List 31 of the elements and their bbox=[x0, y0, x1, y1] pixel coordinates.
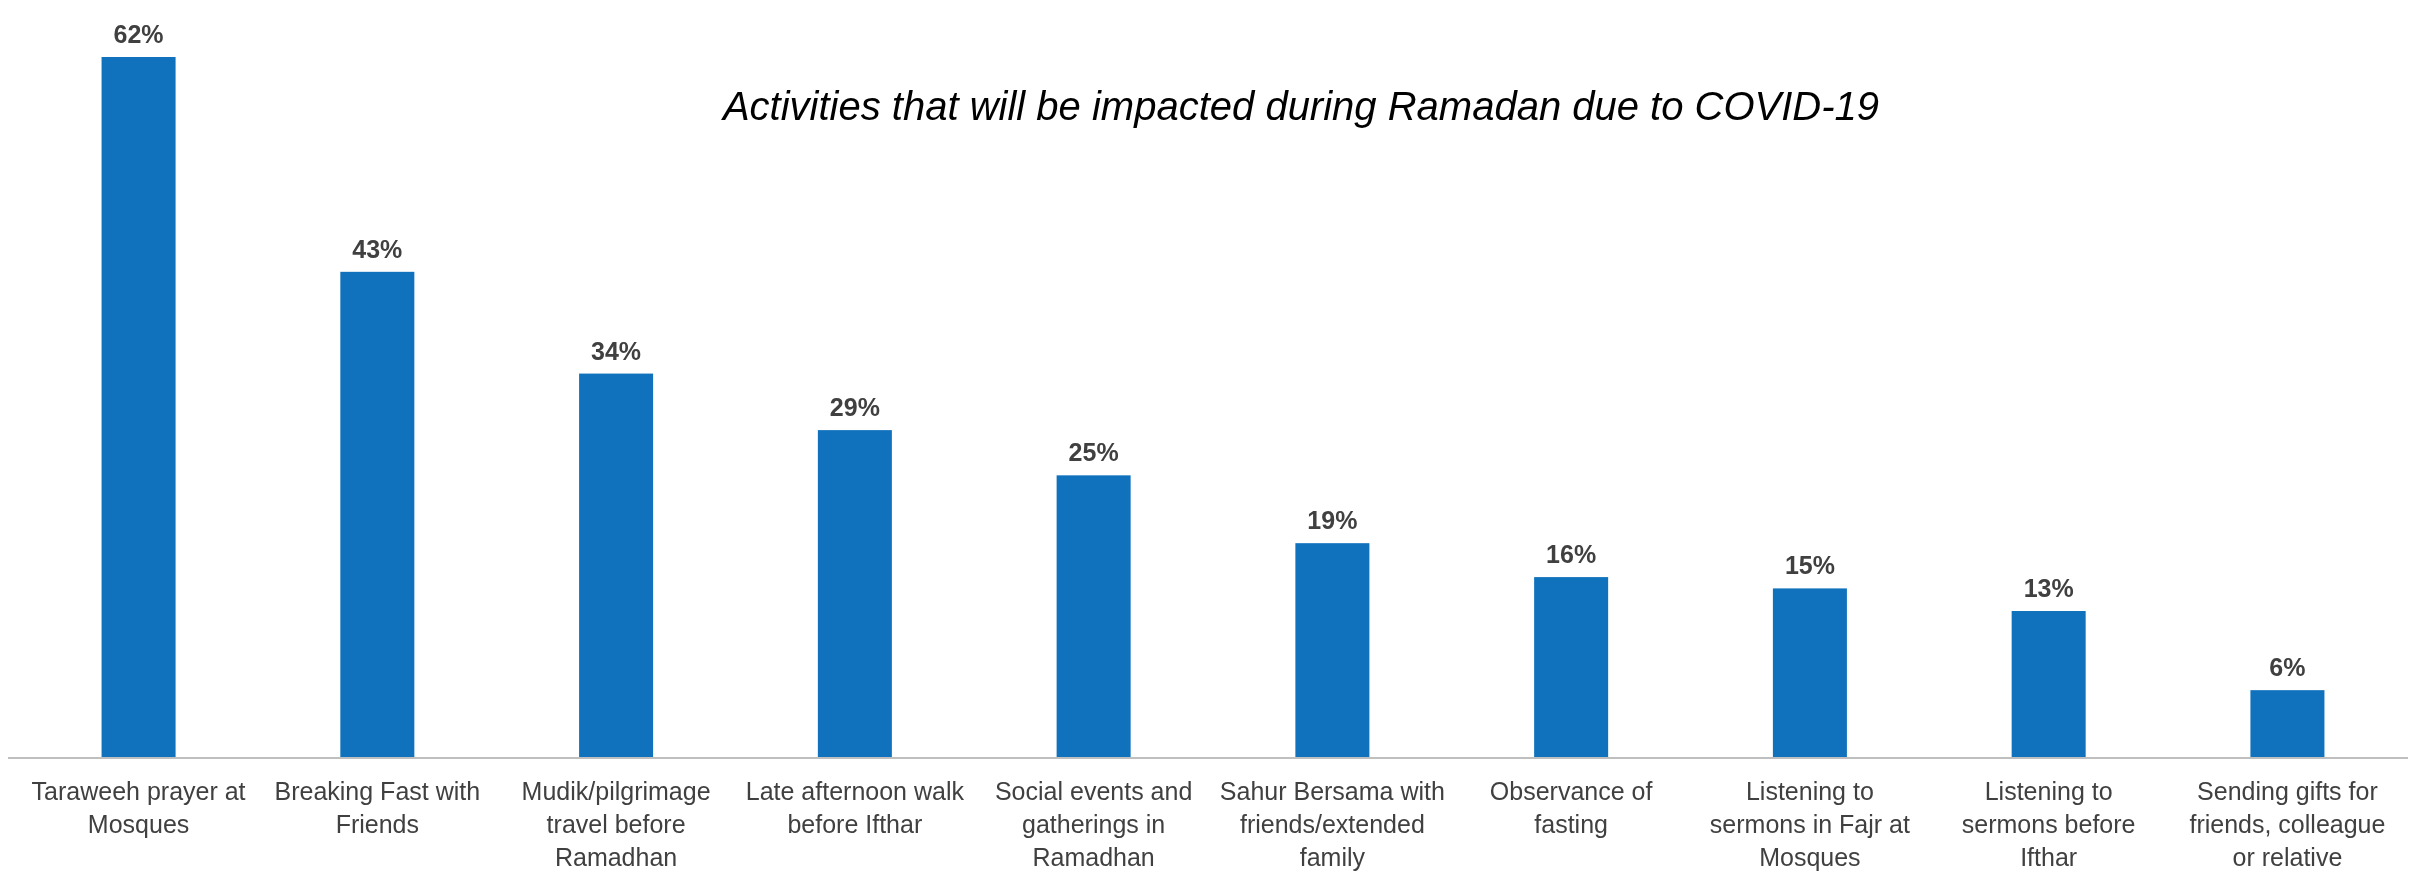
bar bbox=[2250, 690, 2325, 758]
data-label: 62% bbox=[113, 20, 164, 48]
data-label: 19% bbox=[1307, 506, 1358, 535]
data-label: 13% bbox=[2023, 574, 2074, 603]
x-tick-label: Taraweeh prayer at Mosques bbox=[31, 777, 246, 838]
bar bbox=[1295, 543, 1370, 758]
bar bbox=[2011, 611, 2086, 758]
x-tick-label: Listening to sermons in Fajr at Mosques bbox=[1709, 777, 1910, 871]
x-tick-label: Sahur Bersama with friends/extended family bbox=[1219, 777, 1445, 871]
bar bbox=[579, 373, 654, 758]
data-label: 34% bbox=[591, 336, 642, 365]
bar bbox=[340, 271, 415, 758]
bar bbox=[1056, 475, 1131, 758]
bar bbox=[1534, 577, 1609, 758]
x-tick-label: Social events and gatherings in Ramadhan bbox=[994, 777, 1193, 871]
bar bbox=[1772, 588, 1847, 758]
data-label: 6% bbox=[2269, 653, 2306, 682]
x-tick-label: Breaking Fast with Friends bbox=[274, 777, 481, 838]
bar bbox=[817, 430, 892, 758]
x-tick-label: Mudik/pilgrimage travel before Ramadhan bbox=[521, 777, 711, 871]
x-tick-label: Observance of fasting bbox=[1489, 777, 1653, 838]
data-label: 16% bbox=[1546, 540, 1597, 569]
data-label: 29% bbox=[829, 393, 880, 422]
data-label: 43% bbox=[352, 234, 403, 263]
bar bbox=[101, 57, 176, 758]
data-label: 25% bbox=[1068, 438, 1119, 467]
x-tick-label: Late afternoon walk before Ifthar bbox=[745, 777, 965, 838]
text: Activities that will be impacted during Ramadan due to COVID-19 bbox=[720, 84, 1880, 128]
x-tick-label: Sending gifts for friends, colleague or relative bbox=[2189, 777, 2386, 871]
x-tick-label: Listening to sermons before Ifthar bbox=[1961, 777, 2136, 871]
data-label: 15% bbox=[1784, 551, 1835, 580]
